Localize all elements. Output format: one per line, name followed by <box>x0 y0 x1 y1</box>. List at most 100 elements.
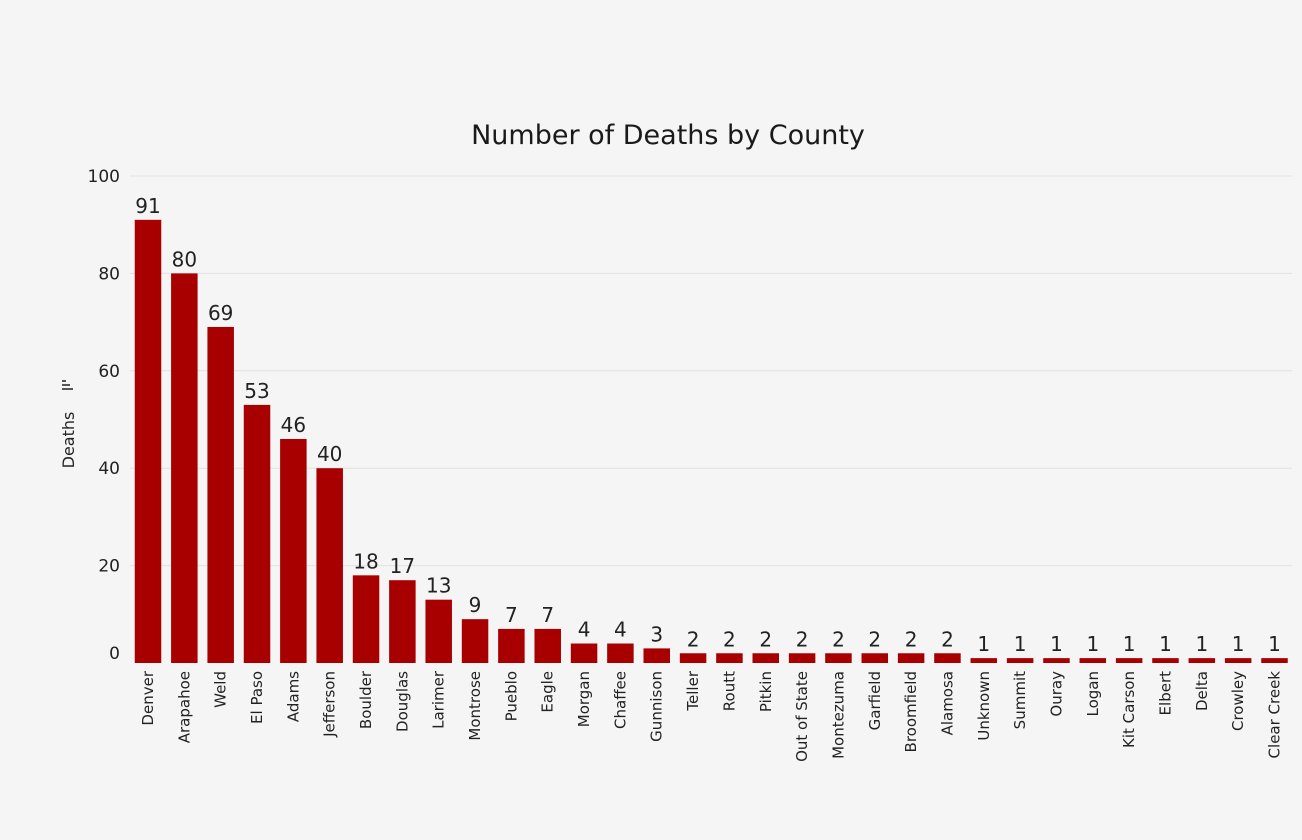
data-label: 2 <box>759 627 772 651</box>
x-tick-label: Out of State <box>793 671 811 762</box>
bar-morgan[interactable] <box>570 643 598 663</box>
x-tick-label: Weld <box>212 671 230 708</box>
bar-denver[interactable] <box>134 219 162 663</box>
x-tick-label: Gunnison <box>648 671 666 742</box>
bar-arapahoe[interactable] <box>171 273 198 663</box>
bar-ouray[interactable] <box>1043 658 1070 663</box>
data-label: 13 <box>426 574 451 598</box>
x-tick-label: Eagle <box>539 671 557 713</box>
x-tick-label: Unknown <box>975 671 993 741</box>
x-tick-label: Denver <box>139 670 157 725</box>
y-tick-label: 40 <box>98 459 120 479</box>
bar-logan[interactable] <box>1079 658 1107 663</box>
bar-summit[interactable] <box>1006 658 1034 663</box>
x-tick-label: El Paso <box>248 671 266 724</box>
x-tick-label: Pitkin <box>757 671 775 712</box>
data-label: 2 <box>832 627 845 651</box>
data-label: 2 <box>723 627 736 651</box>
data-label: 9 <box>469 593 482 617</box>
bar-montezuma[interactable] <box>825 653 852 663</box>
bar-gunnison[interactable] <box>643 648 670 663</box>
data-label: 7 <box>505 603 518 627</box>
data-label: 1 <box>1086 632 1099 656</box>
bar-el-paso[interactable] <box>243 404 271 663</box>
x-tick-label: Logan <box>1084 671 1102 717</box>
x-tick-label: Routt <box>720 671 738 711</box>
x-tick-label: Montrose <box>466 671 484 741</box>
y-tick-label: 60 <box>98 362 120 382</box>
data-label: 2 <box>905 627 918 651</box>
data-label: 53 <box>244 379 269 403</box>
data-label: 2 <box>796 627 809 651</box>
data-label: 1 <box>977 632 990 656</box>
data-label: 7 <box>541 603 554 627</box>
data-label: 40 <box>317 442 342 466</box>
bar-montrose[interactable] <box>461 619 489 663</box>
data-label: 17 <box>390 554 415 578</box>
data-label: 4 <box>614 618 627 642</box>
bar-eagle[interactable] <box>534 628 561 663</box>
data-label: 46 <box>281 413 306 437</box>
x-tick-label: Crowley <box>1229 671 1247 731</box>
x-tick-label: Alamosa <box>938 671 956 735</box>
data-label: 1 <box>1159 632 1172 656</box>
x-tick-label: Ouray <box>1047 671 1065 717</box>
y-axis-ticks: 0 20 40 60 80 100 <box>88 167 120 664</box>
x-tick-label: Summit <box>1011 671 1029 729</box>
bar-crowley[interactable] <box>1224 658 1252 663</box>
data-label: 2 <box>941 627 954 651</box>
data-label: 2 <box>687 627 700 651</box>
x-tick-label: Chaffee <box>611 671 629 729</box>
x-tick-label: Montezuma <box>829 671 847 759</box>
bar-larimer[interactable] <box>425 599 452 663</box>
sort-bars-icon[interactable] <box>62 380 73 390</box>
bar-weld[interactable] <box>207 326 234 663</box>
bar-adams[interactable] <box>280 438 307 663</box>
data-label: 4 <box>578 618 591 642</box>
data-label: 3 <box>650 622 663 646</box>
bar-pueblo[interactable] <box>498 628 525 663</box>
data-label: 1 <box>1268 632 1281 656</box>
data-label: 1 <box>1050 632 1063 656</box>
data-label: 80 <box>172 247 197 271</box>
data-label: 18 <box>353 549 378 573</box>
bar-kit-carson[interactable] <box>1115 658 1143 663</box>
x-tick-label: Kit Carson <box>1120 671 1138 748</box>
chart-title: Number of Deaths by County <box>471 120 865 151</box>
bar-out-of-state[interactable] <box>788 653 816 663</box>
x-tick-label: Delta <box>1193 671 1211 711</box>
x-tick-label: Boulder <box>357 670 375 729</box>
bar-broomfield[interactable] <box>897 653 925 663</box>
bar-jefferson[interactable] <box>316 468 343 663</box>
y-tick-label: 0 <box>109 644 120 664</box>
bar-elbert[interactable] <box>1152 658 1179 663</box>
bar-delta[interactable] <box>1188 658 1216 663</box>
y-axis-title[interactable]: Deaths <box>59 380 78 468</box>
y-tick-label: 100 <box>88 167 120 187</box>
bar-routt[interactable] <box>716 653 743 663</box>
x-tick-label: Broomfield <box>902 671 920 752</box>
x-tick-label: Adams <box>284 671 302 722</box>
bar-unknown[interactable] <box>970 658 998 663</box>
data-label: 2 <box>868 627 881 651</box>
bar-boulder[interactable] <box>352 575 380 663</box>
data-label: 1 <box>1195 632 1208 656</box>
bar-pitkin[interactable] <box>752 653 780 663</box>
y-axis-label: Deaths <box>59 412 78 469</box>
bar-douglas[interactable] <box>389 580 416 663</box>
bar-garfield[interactable] <box>861 653 889 663</box>
data-label: 1 <box>1014 632 1027 656</box>
bar-clear-creek[interactable] <box>1261 658 1288 663</box>
bars <box>134 219 1288 663</box>
y-tick-label: 20 <box>98 557 120 577</box>
bar-alamosa[interactable] <box>934 653 961 663</box>
x-tick-label: Morgan <box>575 671 593 727</box>
bar-teller[interactable] <box>679 653 707 663</box>
x-tick-label: Douglas <box>393 671 411 732</box>
x-tick-label: Arapahoe <box>175 671 193 743</box>
bar-chaffee[interactable] <box>607 643 634 663</box>
x-tick-label: Garfield <box>866 671 884 730</box>
